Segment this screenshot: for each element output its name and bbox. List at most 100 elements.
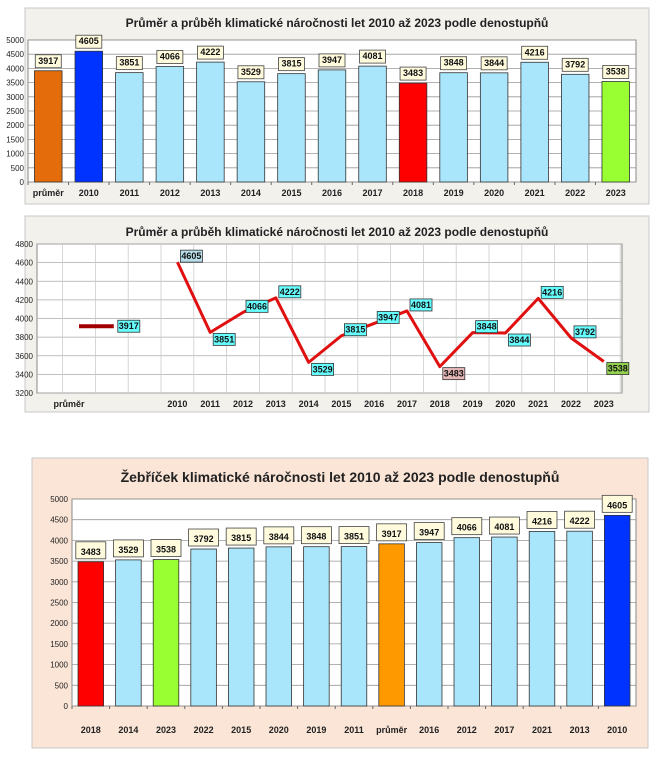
- data-label-box: [359, 49, 386, 64]
- bar-2020: [479, 72, 509, 183]
- x-tick-label: 2022: [194, 725, 214, 735]
- data-label-box: [75, 34, 103, 49]
- x-tick-label: 2016: [322, 188, 342, 198]
- x-tick-label: 2020: [495, 399, 515, 409]
- data-label-2012: 4066: [457, 523, 477, 533]
- x-tick-label: průměr: [33, 188, 65, 198]
- data-label-box: [601, 494, 633, 513]
- data-label-box: [188, 528, 220, 547]
- y-tick-label: 5000: [50, 495, 68, 504]
- y-tick-label: 3000: [6, 93, 24, 102]
- bar-2011: [115, 72, 144, 183]
- data-label-2014: 3529: [118, 545, 138, 555]
- y-tick-label: 1000: [50, 661, 68, 670]
- chart-2-title: Průměr a průběh klimatické náročnosti le…: [126, 225, 549, 239]
- y-tick-label: 2500: [50, 599, 68, 608]
- y-tick-label: 3500: [6, 79, 24, 88]
- data-label-box: [212, 332, 236, 346]
- data-label-2012: 4066: [247, 301, 267, 311]
- x-tick-label: 2023: [156, 725, 176, 735]
- chart-1-title: Průměr a průběh klimatické náročnosti le…: [126, 16, 549, 30]
- data-label-2019: 3848: [444, 58, 464, 68]
- data-label-box: [540, 285, 564, 299]
- data-label-box: [561, 57, 589, 72]
- data-label-box: [488, 516, 520, 535]
- data-label-2011: 3851: [214, 334, 234, 344]
- data-label-průměr: 3917: [119, 321, 139, 331]
- x-tick-label: 2011: [200, 399, 220, 409]
- y-tick-label: 3400: [15, 370, 33, 379]
- data-label-2017: 4081: [363, 51, 383, 61]
- data-label-2023: 3538: [606, 67, 626, 77]
- x-tick-label: 2010: [167, 399, 187, 409]
- data-label-2023: 3538: [156, 545, 176, 555]
- y-tick-label: 4800: [15, 240, 33, 249]
- data-label-2010: 4605: [79, 36, 99, 46]
- x-tick-label: 2021: [525, 188, 545, 198]
- data-label-box: [179, 249, 203, 263]
- bar-2017: [491, 536, 518, 707]
- data-label-2021: 4216: [542, 287, 562, 297]
- x-tick-label: 2010: [607, 725, 627, 735]
- data-label-box: [117, 319, 141, 333]
- bar-2018: [398, 82, 428, 183]
- x-tick-label: 2019: [444, 188, 464, 198]
- y-tick-label: 4000: [50, 536, 68, 545]
- x-tick-label: 2014: [241, 188, 261, 198]
- data-label-box: [245, 299, 269, 313]
- data-label-2013: 4222: [570, 516, 590, 526]
- data-label-2016: 3947: [419, 528, 439, 538]
- y-tick-label: 1500: [6, 135, 24, 144]
- bar-2016: [416, 542, 443, 707]
- x-tick-label: 2017: [494, 725, 514, 735]
- data-label-2023: 3538: [608, 364, 628, 374]
- data-label-box: [343, 323, 367, 337]
- data-label-2010: 4605: [181, 251, 201, 261]
- data-label-box: [564, 510, 595, 529]
- y-tick-label: 2500: [6, 107, 24, 116]
- data-label-2013: 4222: [280, 287, 300, 297]
- x-tick-label: 2015: [331, 399, 351, 409]
- x-tick-label: 2016: [419, 725, 439, 735]
- x-tick-label: 2010: [79, 188, 99, 198]
- bar-2016: [317, 69, 347, 183]
- bar-2014: [236, 81, 266, 183]
- data-label-2022: 3792: [575, 327, 595, 337]
- x-tick-label: 2017: [397, 399, 417, 409]
- data-label-2021: 4216: [525, 47, 545, 57]
- data-label-box: [338, 526, 370, 544]
- data-label-2015: 3815: [345, 325, 365, 335]
- bar-2019: [303, 546, 330, 707]
- data-label-box: [115, 56, 143, 71]
- bar-průměr: [378, 543, 405, 707]
- bar-2021: [520, 61, 549, 183]
- data-label-box: [225, 527, 257, 546]
- bar-2014: [115, 559, 142, 707]
- data-label-box: [413, 522, 445, 540]
- y-tick-label: 4400: [15, 277, 33, 286]
- data-label-2019: 3848: [477, 322, 497, 332]
- x-tick-label: 2013: [200, 188, 220, 198]
- bar-2010: [604, 514, 631, 707]
- data-label-box: [237, 65, 265, 80]
- data-label-box: [606, 362, 630, 375]
- data-label-2015: 3815: [281, 59, 301, 69]
- x-tick-label: 2011: [344, 725, 364, 735]
- data-label-box: [573, 325, 597, 339]
- x-tick-label: 2013: [570, 725, 590, 735]
- x-tick-label: 2023: [594, 399, 614, 409]
- data-label-2018: 3483: [81, 547, 101, 557]
- bar-průměr: [34, 70, 63, 183]
- data-label-2011: 3851: [119, 58, 139, 68]
- data-label-2017: 4081: [411, 300, 431, 310]
- data-label-2020: 3844: [484, 58, 504, 68]
- x-tick-label: 2019: [306, 725, 326, 735]
- bar-2013: [196, 61, 225, 183]
- x-tick-label: 2013: [266, 399, 286, 409]
- data-label-průměr: 3917: [38, 56, 58, 66]
- x-tick-label: 2012: [233, 399, 253, 409]
- data-label-2013: 4222: [200, 47, 220, 57]
- x-tick-label: 2020: [484, 188, 504, 198]
- y-tick-label: 4500: [50, 516, 68, 525]
